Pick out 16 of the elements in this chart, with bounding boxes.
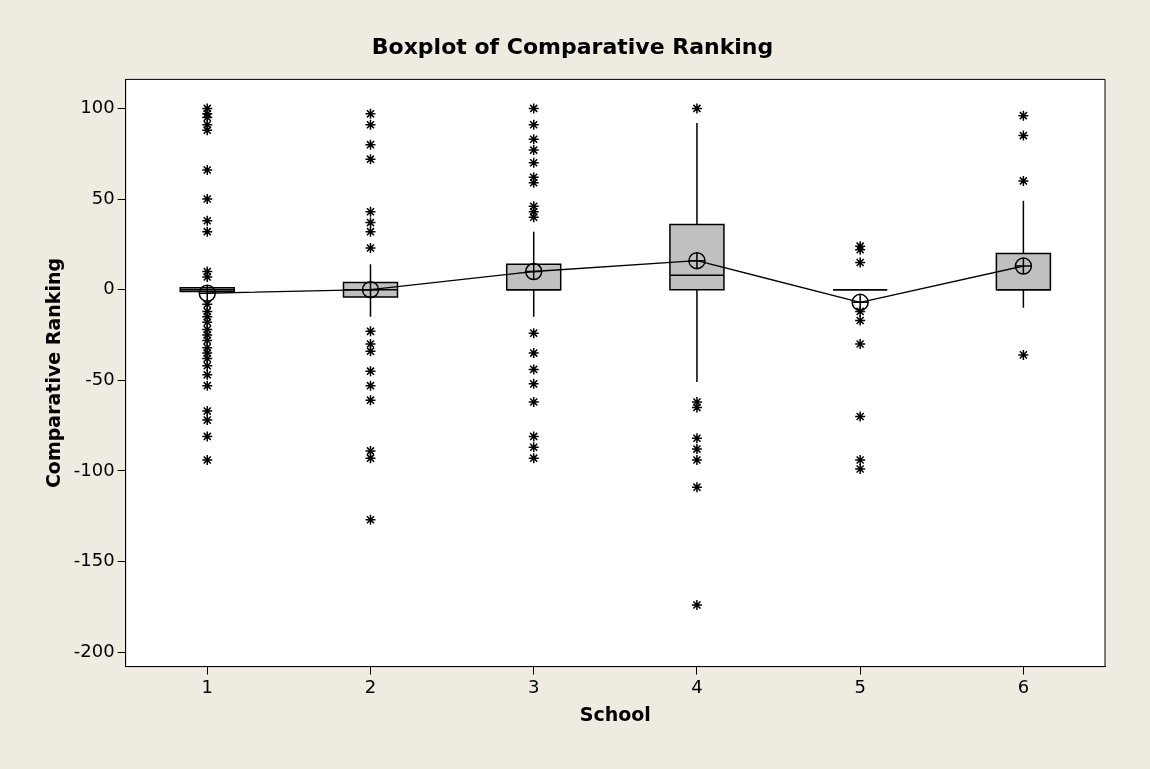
- x-tick-label: 2: [364, 676, 377, 698]
- y-tick-label: -100: [73, 458, 115, 480]
- y-tick-label: -200: [73, 639, 115, 661]
- x-tick-label: 4: [691, 676, 703, 698]
- y-tick-label: 0: [103, 277, 115, 299]
- x-tick-label: 6: [1017, 676, 1030, 698]
- y-tick-label: 100: [80, 96, 115, 118]
- x-axis-title: School: [579, 702, 651, 725]
- chart-title: Boxplot of Comparative Ranking: [371, 33, 774, 59]
- x-tick-label: 5: [854, 676, 866, 698]
- y-tick-label: -150: [73, 549, 115, 571]
- y-tick-label: 50: [91, 186, 115, 208]
- x-tick-label: 3: [527, 676, 540, 698]
- x-tick-label: 1: [201, 676, 213, 698]
- y-tick-label: -50: [85, 367, 115, 389]
- y-axis-title: Comparative Ranking: [42, 257, 65, 489]
